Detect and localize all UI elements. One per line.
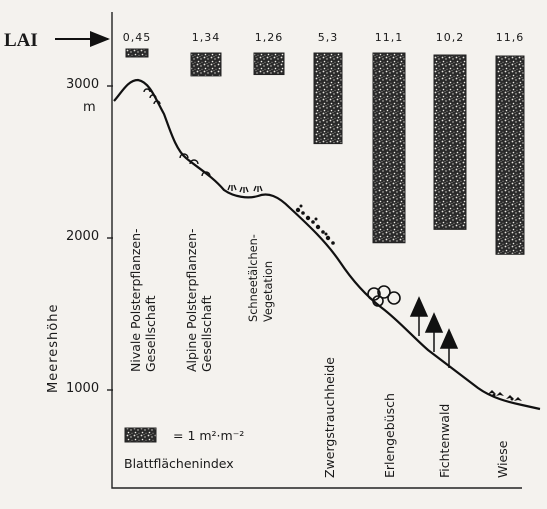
y-tick-label-0: 3000: [66, 77, 100, 92]
zone-label-1: Alpine Polsterpflanzen- Gesellschaft: [184, 228, 214, 372]
lai-bar-4: [372, 52, 406, 244]
lai-bar-5: [433, 54, 467, 230]
y-axis-title: Meereshöhe: [46, 303, 61, 393]
y-tick-label-1: 2000: [66, 229, 100, 244]
lai-bar-1: [190, 52, 222, 77]
lai-value-4: 11,1: [374, 31, 404, 44]
y-tick-lines: [107, 85, 113, 391]
lai-bar-6: [495, 55, 525, 255]
legend-title: Blattflächenindex: [124, 456, 234, 471]
lai-value-6: 11,6: [495, 31, 525, 44]
zone-label-0: Nivale Polsterpflanzen- Gesellschaft: [128, 228, 158, 372]
lai-value-2: 1,26: [254, 31, 284, 44]
lai-bar-2: [253, 52, 285, 76]
lai-bars: [125, 48, 525, 255]
legend-swatch: [124, 427, 157, 443]
zone-label-6: Wiese: [495, 440, 510, 478]
zone-label-3: Zwergstrauchheide: [322, 357, 337, 478]
dwarf-shrub-icons: [295, 204, 335, 245]
diagram-frame: [111, 12, 522, 489]
lai-value-1: 1,34: [191, 31, 221, 44]
lai-value-0: 0,45: [122, 31, 152, 44]
legend-scale-text: = 1 m²·m⁻²: [173, 428, 245, 443]
terrain-profile: [113, 78, 541, 411]
alpine-cushion-icons: [179, 153, 211, 177]
snowbed-tuft-icons: [227, 184, 263, 193]
lai-marker-label: LAI: [4, 30, 38, 51]
zone-label-5: Fichtenwald: [437, 403, 452, 478]
y-tick-label-2: 1000: [66, 381, 100, 396]
lai-value-5: 10,2: [435, 31, 465, 44]
alder-bush-icons: [367, 285, 401, 307]
y-axis-unit: m: [83, 100, 96, 115]
lai-value-3: 5,3: [317, 31, 339, 44]
lai-bar-0: [125, 48, 149, 58]
zone-label-2: Schneetälchen- Vegetation: [246, 234, 275, 322]
meadow-tuft-icons: [488, 390, 522, 401]
zone-label-4: Erlengebüsch: [382, 393, 397, 478]
lai-bar-3: [313, 52, 343, 145]
spruce-tree-icons: [409, 296, 459, 368]
nival-cushion-icons: [143, 88, 161, 105]
